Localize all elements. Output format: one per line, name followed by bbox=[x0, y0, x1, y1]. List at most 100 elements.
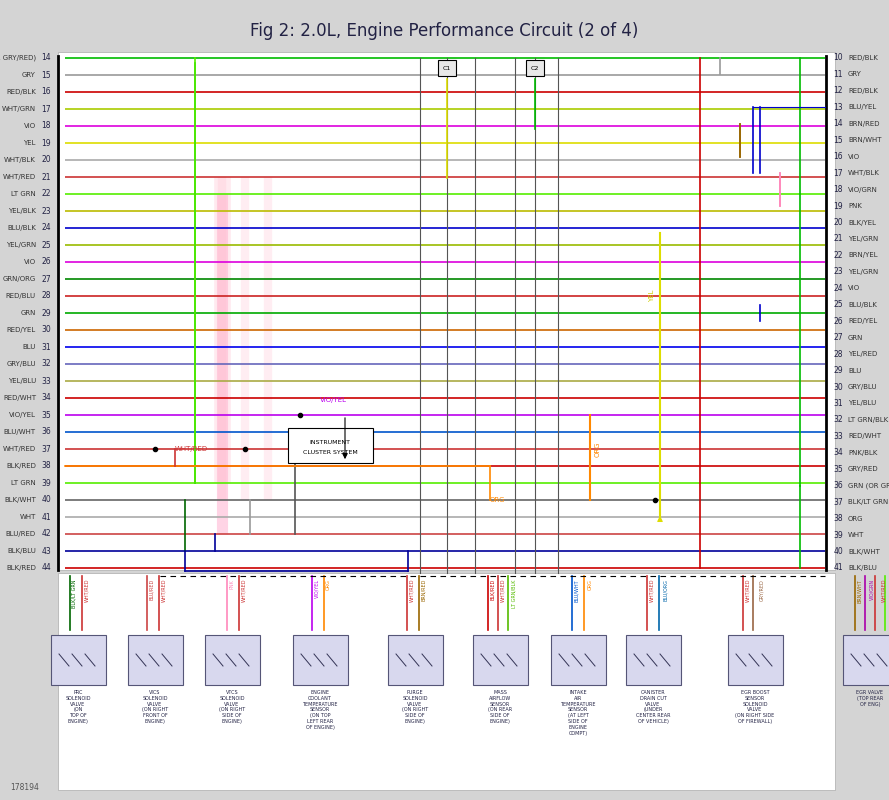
Text: GRN: GRN bbox=[20, 310, 36, 316]
Text: 30: 30 bbox=[833, 382, 843, 391]
Text: 39: 39 bbox=[41, 478, 51, 487]
Text: WHT/RED: WHT/RED bbox=[84, 579, 89, 602]
Text: VIO/YEL: VIO/YEL bbox=[9, 412, 36, 418]
Text: 18: 18 bbox=[833, 185, 843, 194]
Text: 11: 11 bbox=[833, 70, 843, 79]
Text: BLK/WHT: BLK/WHT bbox=[4, 497, 36, 503]
Text: WHT/RED: WHT/RED bbox=[241, 579, 246, 602]
Text: 28: 28 bbox=[41, 291, 51, 301]
Text: ORG: ORG bbox=[588, 579, 593, 590]
Bar bbox=[843, 635, 889, 685]
Text: 42: 42 bbox=[41, 530, 51, 538]
Text: RED/YEL: RED/YEL bbox=[848, 318, 877, 324]
Text: 24: 24 bbox=[41, 223, 51, 233]
Text: VIO: VIO bbox=[848, 154, 861, 160]
Text: 33: 33 bbox=[833, 432, 843, 441]
Text: ORG: ORG bbox=[490, 497, 506, 503]
Text: 16: 16 bbox=[41, 87, 51, 97]
Text: INTAKE
AIR
TEMPERATURE
SENSOR
(AT LEFT
SIDE OF
ENGINE
COMPT): INTAKE AIR TEMPERATURE SENSOR (AT LEFT S… bbox=[560, 690, 596, 736]
Text: GRY/BLU: GRY/BLU bbox=[6, 361, 36, 367]
Text: 26: 26 bbox=[833, 317, 843, 326]
Text: YEL/GRN: YEL/GRN bbox=[5, 242, 36, 248]
Text: YEL/BLU: YEL/BLU bbox=[8, 378, 36, 384]
Text: 27: 27 bbox=[833, 333, 843, 342]
Text: BLU: BLU bbox=[22, 344, 36, 350]
Text: VIO/YEL: VIO/YEL bbox=[314, 579, 319, 598]
Text: 27: 27 bbox=[41, 274, 51, 283]
Text: PNK: PNK bbox=[848, 203, 861, 209]
Text: BRN/WHT: BRN/WHT bbox=[848, 138, 882, 143]
Text: Fig 2: 2.0L, Engine Performance Circuit (2 of 4): Fig 2: 2.0L, Engine Performance Circuit … bbox=[251, 22, 638, 40]
Text: 15: 15 bbox=[41, 70, 51, 79]
Text: WHT/RED: WHT/RED bbox=[161, 579, 166, 602]
Bar bbox=[288, 428, 373, 463]
Text: 41: 41 bbox=[833, 563, 843, 573]
Text: WHT/RED: WHT/RED bbox=[500, 579, 505, 602]
Text: 10: 10 bbox=[833, 54, 843, 62]
Text: 32: 32 bbox=[41, 359, 51, 369]
Text: 19: 19 bbox=[41, 138, 51, 147]
Text: 17: 17 bbox=[833, 169, 843, 178]
Text: YEL: YEL bbox=[649, 290, 655, 302]
Text: GRY/RED: GRY/RED bbox=[759, 579, 764, 601]
Text: 28: 28 bbox=[833, 350, 843, 358]
Text: VIO: VIO bbox=[24, 123, 36, 129]
Text: YEL/RED: YEL/RED bbox=[848, 351, 877, 357]
Text: PNK: PNK bbox=[229, 579, 234, 589]
Text: 26: 26 bbox=[41, 258, 51, 266]
Text: 38: 38 bbox=[41, 462, 51, 470]
Text: 34: 34 bbox=[833, 448, 843, 458]
Text: YEL/GRN: YEL/GRN bbox=[848, 269, 878, 275]
Text: BLU/ORG: BLU/ORG bbox=[663, 579, 668, 601]
Text: LT GRN: LT GRN bbox=[12, 480, 36, 486]
Text: BRN/YEL: BRN/YEL bbox=[848, 253, 877, 258]
Text: BLU/BLK: BLU/BLK bbox=[7, 225, 36, 231]
Text: 40: 40 bbox=[41, 495, 51, 505]
Text: LT GRN/BLK: LT GRN/BLK bbox=[848, 417, 888, 423]
Text: 40: 40 bbox=[833, 547, 843, 556]
Text: GRN: GRN bbox=[848, 334, 863, 341]
Text: MASS
AIRFLOW
SENSOR
(ON REAR
SIDE OF
ENGINE): MASS AIRFLOW SENSOR (ON REAR SIDE OF ENG… bbox=[488, 690, 512, 724]
Bar bbox=[526, 60, 544, 76]
Text: 15: 15 bbox=[833, 136, 843, 145]
Text: YEL/BLU: YEL/BLU bbox=[848, 401, 877, 406]
Text: CLUSTER SYSTEM: CLUSTER SYSTEM bbox=[302, 450, 357, 454]
Text: BRN/RED: BRN/RED bbox=[421, 579, 426, 602]
Text: GRY/BLU: GRY/BLU bbox=[848, 384, 877, 390]
Text: WHT/GRN: WHT/GRN bbox=[2, 106, 36, 112]
Text: 14: 14 bbox=[41, 54, 51, 62]
Text: VIO: VIO bbox=[848, 286, 861, 291]
Text: RED/BLU: RED/BLU bbox=[6, 293, 36, 299]
Text: EGR BOOST
SENSOR
SOLENOID
VALVE
(ON RIGHT SIDE
OF FIREWALL): EGR BOOST SENSOR SOLENOID VALVE (ON RIGH… bbox=[735, 690, 774, 724]
Text: 41: 41 bbox=[41, 513, 51, 522]
Text: BLK/LT GRN: BLK/LT GRN bbox=[72, 579, 77, 607]
Bar bbox=[293, 635, 348, 685]
Text: 13: 13 bbox=[833, 103, 843, 112]
Text: WHT/BLK: WHT/BLK bbox=[4, 157, 36, 163]
Text: BLK/BLU: BLK/BLU bbox=[7, 548, 36, 554]
Text: RED/WHT: RED/WHT bbox=[3, 395, 36, 401]
Text: 16: 16 bbox=[833, 152, 843, 162]
Text: WHT/RED: WHT/RED bbox=[3, 446, 36, 452]
Text: 24: 24 bbox=[833, 284, 843, 293]
Text: BRN/RED: BRN/RED bbox=[848, 121, 879, 127]
Text: WHT/BLK: WHT/BLK bbox=[848, 170, 880, 176]
Text: VIO: VIO bbox=[24, 259, 36, 265]
Text: BLK/RED: BLK/RED bbox=[6, 565, 36, 571]
Bar bbox=[626, 635, 681, 685]
Bar bbox=[551, 635, 606, 685]
Text: 31: 31 bbox=[833, 399, 843, 408]
Text: BLK/BLU: BLK/BLU bbox=[848, 565, 877, 571]
Bar bbox=[51, 635, 106, 685]
Text: CANISTER
DRAIN CUT
VALVE
(UNDER
CENTER REAR
OF VEHICLE): CANISTER DRAIN CUT VALVE (UNDER CENTER R… bbox=[636, 690, 670, 724]
Text: 12: 12 bbox=[833, 86, 843, 95]
Text: 19: 19 bbox=[833, 202, 843, 210]
Text: WHT/RED: WHT/RED bbox=[409, 579, 414, 602]
Text: BLK/RED: BLK/RED bbox=[490, 579, 495, 600]
Text: ENGINE
COOLANT
TEMPERATURE
SENSOR
(ON TOP
LEFT REAR
OF ENGINE): ENGINE COOLANT TEMPERATURE SENSOR (ON TO… bbox=[302, 690, 338, 730]
Text: 32: 32 bbox=[833, 415, 843, 425]
Text: WHT/RED: WHT/RED bbox=[3, 174, 36, 180]
Text: 43: 43 bbox=[41, 546, 51, 555]
Text: PRC
SOLENOID
VALVE
(ON
TOP OF
ENGINE): PRC SOLENOID VALVE (ON TOP OF ENGINE) bbox=[65, 690, 91, 724]
Bar bbox=[128, 635, 183, 685]
